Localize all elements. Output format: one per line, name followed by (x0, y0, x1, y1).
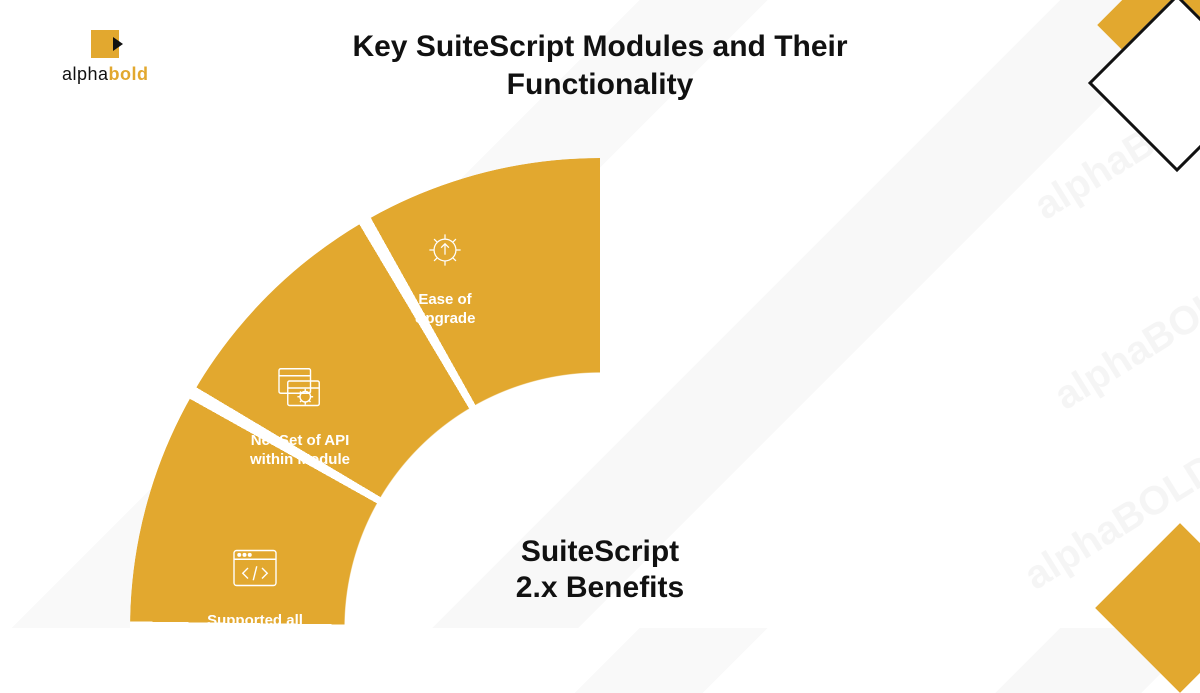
page-title: Key SuiteScript Modules and Their Functi… (0, 28, 1200, 103)
corner-accent-bottom-right (1095, 523, 1200, 693)
center-title: SuiteScript 2.x Benefits (516, 534, 684, 606)
